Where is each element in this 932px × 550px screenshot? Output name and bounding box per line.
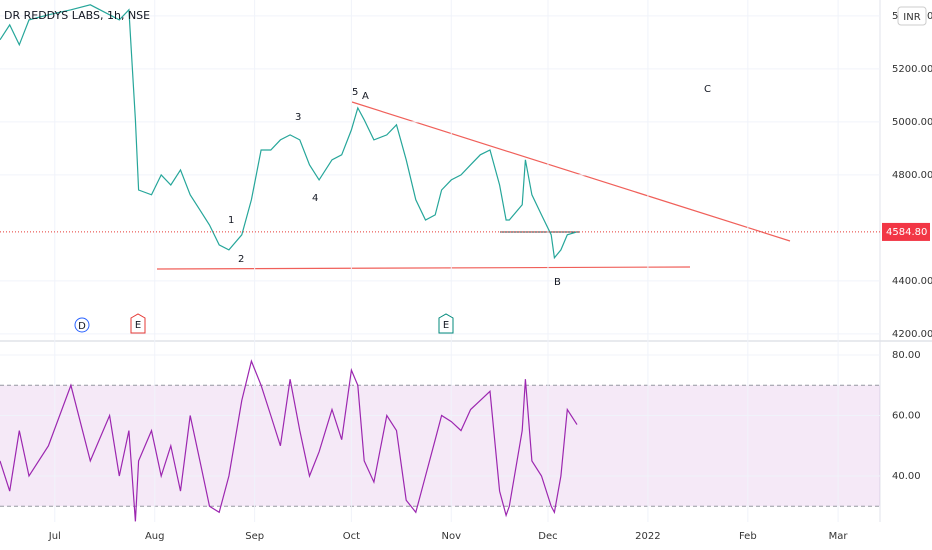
- y-tick-label: 5000.00: [892, 117, 932, 128]
- y-tick-label: 4200.00: [892, 329, 932, 340]
- event-label[interactable]: E: [135, 320, 141, 331]
- x-tick-label: Jul: [48, 531, 61, 542]
- x-tick-label: Mar: [829, 531, 849, 542]
- currency: INR: [903, 12, 920, 23]
- wave-label: 3: [295, 112, 301, 123]
- event-marker[interactable]: [130, 313, 146, 334]
- rsi-band: [0, 385, 880, 507]
- y-tick-label: 4800.00: [892, 170, 932, 181]
- x-tick-label: 2022: [635, 531, 660, 542]
- event-marker[interactable]: [74, 317, 90, 333]
- y-tick-label: 5200.00: [892, 64, 932, 75]
- x-tick-label: Feb: [739, 531, 757, 542]
- x-tick-label: Oct: [343, 531, 360, 542]
- x-tick-label: Nov: [442, 531, 462, 542]
- y-tick-label: 4400.00: [892, 276, 932, 287]
- wave-label: 2: [238, 254, 244, 265]
- event-marker[interactable]: [438, 313, 454, 334]
- plot: [0, 0, 880, 522]
- wave-label: B: [554, 277, 561, 288]
- wave-label: 4: [312, 193, 318, 204]
- trendline: [156, 266, 691, 270]
- last-price-label: 4584.80: [886, 227, 927, 238]
- last-price-box: [882, 222, 930, 241]
- trendline: [351, 101, 791, 242]
- wave-label: C: [704, 84, 711, 95]
- event-label[interactable]: E: [443, 320, 449, 331]
- wave-label: 1: [228, 215, 234, 226]
- currency-box: [897, 6, 927, 26]
- price-line: [0, 4, 578, 260]
- x-tick-label: Dec: [538, 531, 557, 542]
- y2-tick-label: 80.00: [892, 350, 921, 361]
- wave-label: A: [362, 91, 369, 102]
- wave-label: 5: [352, 87, 358, 98]
- y2-tick-label: 40.00: [892, 471, 921, 482]
- y2-tick-label: 60.00: [892, 411, 921, 422]
- rsi-line: [0, 359, 578, 522]
- x-tick-label: Aug: [145, 531, 165, 542]
- event-label[interactable]: D: [78, 321, 86, 332]
- chart-title: DR REDDYS LABS, 1h, NSE: [4, 9, 150, 22]
- x-tick-label: Sep: [245, 531, 264, 542]
